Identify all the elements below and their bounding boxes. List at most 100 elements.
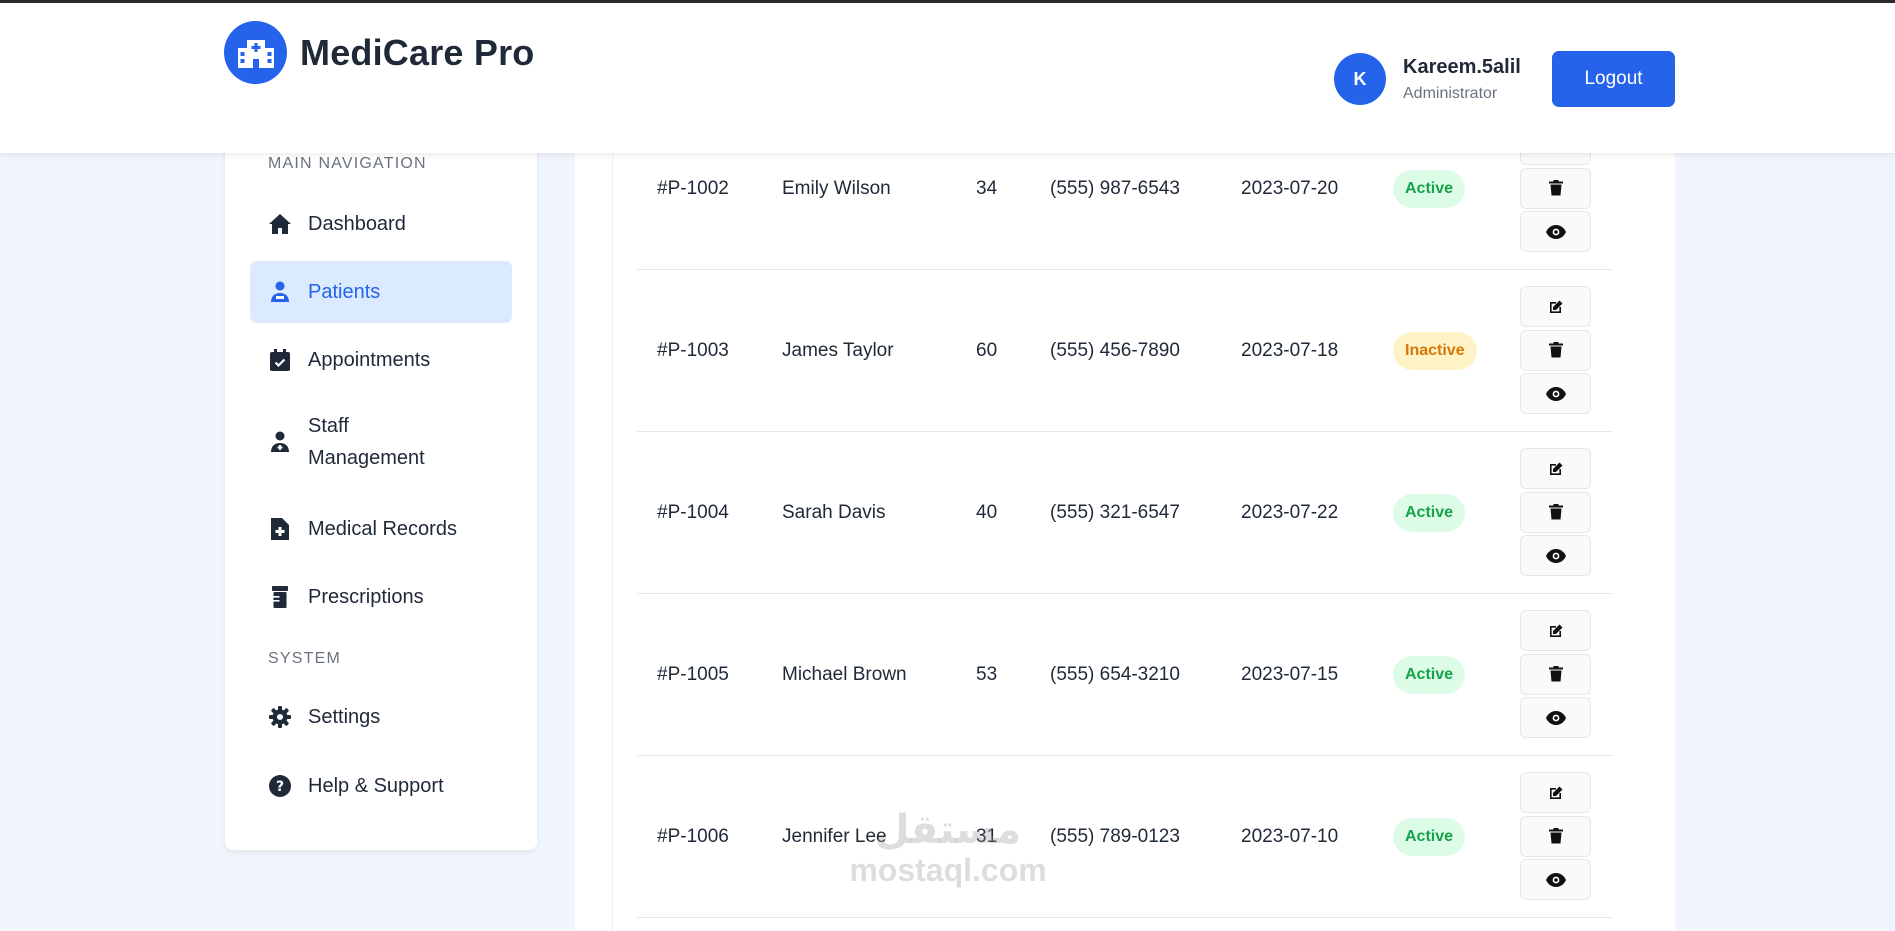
hospital-icon xyxy=(224,21,287,84)
patient-phone: (555) 321-6547 xyxy=(1050,501,1180,523)
sidebar-item-prescriptions[interactable]: Prescriptions xyxy=(250,566,512,628)
patient-age: 34 xyxy=(976,177,998,199)
edit-icon xyxy=(1549,462,1562,475)
patient-age: 31 xyxy=(976,825,998,847)
sidebar-item-label: Help & Support xyxy=(308,775,444,797)
patient-icon xyxy=(268,281,292,303)
trash-icon xyxy=(1548,504,1563,520)
patients-table-card xyxy=(575,120,1675,931)
status-badge: Active xyxy=(1393,493,1466,532)
table-left-border xyxy=(612,120,613,931)
patient-date: 2023-07-22 xyxy=(1241,501,1339,523)
app-title: MediCare Pro xyxy=(300,31,535,73)
window-top-border xyxy=(0,0,1895,3)
sidebar-item-appointments[interactable]: Appointments xyxy=(250,329,512,391)
eye-icon xyxy=(1545,386,1566,401)
calendar-check-icon xyxy=(268,349,292,371)
avatar: K xyxy=(1334,53,1386,105)
patient-age: 53 xyxy=(976,663,998,685)
sidebar-item-help-support[interactable]: ? Help & Support xyxy=(250,755,512,817)
patient-date: 2023-07-10 xyxy=(1241,825,1339,847)
trash-icon xyxy=(1548,666,1563,682)
patient-name: Michael Brown xyxy=(782,663,907,685)
status-badge: Active xyxy=(1393,817,1466,856)
delete-button[interactable] xyxy=(1520,815,1591,857)
prescription-bottle-icon xyxy=(268,586,292,608)
watermark-latin: mostaql.com xyxy=(849,852,1047,888)
eye-icon xyxy=(1545,872,1566,887)
user-profile[interactable]: K Kareem.5alil Administrator xyxy=(1334,53,1521,105)
sidebar-item-patients[interactable]: Patients xyxy=(250,261,512,323)
watermark-arabic: مستقل xyxy=(874,807,1022,853)
nav-section-main: MAIN NAVIGATION xyxy=(268,155,427,172)
patient-age: 40 xyxy=(976,501,998,523)
user-name: Kareem.5alil xyxy=(1403,55,1521,78)
view-button[interactable] xyxy=(1520,373,1591,414)
row-actions xyxy=(1520,448,1591,579)
patient-date: 2023-07-18 xyxy=(1241,339,1339,361)
view-button[interactable] xyxy=(1520,697,1591,738)
patient-name: Sarah Davis xyxy=(782,501,886,523)
patient-age: 60 xyxy=(976,339,998,361)
logout-button[interactable]: Logout xyxy=(1552,51,1675,107)
delete-button[interactable] xyxy=(1520,167,1591,209)
sidebar-item-label: Dashboard xyxy=(308,213,406,235)
trash-icon xyxy=(1548,342,1563,358)
sidebar-item-staff-management[interactable]: Staff Management xyxy=(250,402,512,482)
patient-name: Emily Wilson xyxy=(782,177,891,199)
patient-id: #P-1003 xyxy=(657,339,729,361)
patient-phone: (555) 654-3210 xyxy=(1050,663,1180,685)
sidebar-item-label: Appointments xyxy=(308,349,431,371)
sidebar-item-label: Patients xyxy=(308,281,381,303)
app-logo[interactable]: MediCare Pro xyxy=(224,21,534,84)
table-row: #P-1005 Michael Brown 53 (555) 654-3210 … xyxy=(637,594,1612,756)
sidebar-item-dashboard[interactable]: Dashboard xyxy=(250,193,512,255)
table-row: #P-1003 James Taylor 60 (555) 456-7890 2… xyxy=(637,270,1612,432)
edit-button[interactable] xyxy=(1520,448,1591,489)
patient-id: #P-1005 xyxy=(657,663,729,685)
patient-id: #P-1006 xyxy=(657,825,729,847)
edit-icon xyxy=(1549,624,1562,637)
patient-phone: (555) 789-0123 xyxy=(1050,825,1180,847)
edit-button[interactable] xyxy=(1520,286,1591,327)
view-button[interactable] xyxy=(1520,535,1591,576)
home-icon xyxy=(268,213,292,235)
patient-id: #P-1002 xyxy=(657,177,729,199)
patient-name: Jennifer Lee xyxy=(782,825,887,847)
eye-icon xyxy=(1545,710,1566,725)
eye-icon xyxy=(1545,224,1566,239)
svg-text:?: ? xyxy=(276,779,284,795)
table-row: #P-1004 Sarah Davis 40 (555) 321-6547 20… xyxy=(637,432,1612,594)
gear-icon xyxy=(268,706,292,728)
row-actions xyxy=(1520,610,1591,741)
patient-name: James Taylor xyxy=(782,339,894,361)
sidebar-item-medical-records[interactable]: Medical Records xyxy=(250,498,512,560)
row-actions xyxy=(1520,772,1591,903)
app-header: MediCare Pro K Kareem.5alil Administrato… xyxy=(0,3,1895,153)
delete-button[interactable] xyxy=(1520,653,1591,695)
sidebar-item-label: Staff Management xyxy=(308,415,425,469)
file-medical-icon xyxy=(268,518,292,540)
delete-button[interactable] xyxy=(1520,491,1591,533)
trash-icon xyxy=(1548,828,1563,844)
delete-button[interactable] xyxy=(1520,329,1591,371)
sidebar-item-label: Settings xyxy=(308,706,381,728)
patient-date: 2023-07-20 xyxy=(1241,177,1339,199)
patient-date: 2023-07-15 xyxy=(1241,663,1339,685)
status-badge: Active xyxy=(1393,655,1466,694)
watermark: مستقل mostaql.com xyxy=(833,808,1063,889)
eye-icon xyxy=(1545,548,1566,563)
view-button[interactable] xyxy=(1520,211,1591,252)
user-doctor-icon xyxy=(268,431,292,453)
trash-icon xyxy=(1548,180,1563,196)
sidebar-item-settings[interactable]: Settings xyxy=(250,686,512,748)
table-row: #P-1006 Jennifer Lee 31 (555) 789-0123 2… xyxy=(637,756,1612,918)
sidebar: MAIN NAVIGATION Dashboard Patients Appoi… xyxy=(225,140,537,850)
sidebar-item-label: Prescriptions xyxy=(308,586,424,608)
edit-button[interactable] xyxy=(1520,610,1591,651)
view-button[interactable] xyxy=(1520,859,1591,900)
patient-phone: (555) 456-7890 xyxy=(1050,339,1180,361)
edit-button[interactable] xyxy=(1520,772,1591,813)
status-badge: Inactive xyxy=(1393,331,1477,370)
user-role: Administrator xyxy=(1403,84,1498,102)
